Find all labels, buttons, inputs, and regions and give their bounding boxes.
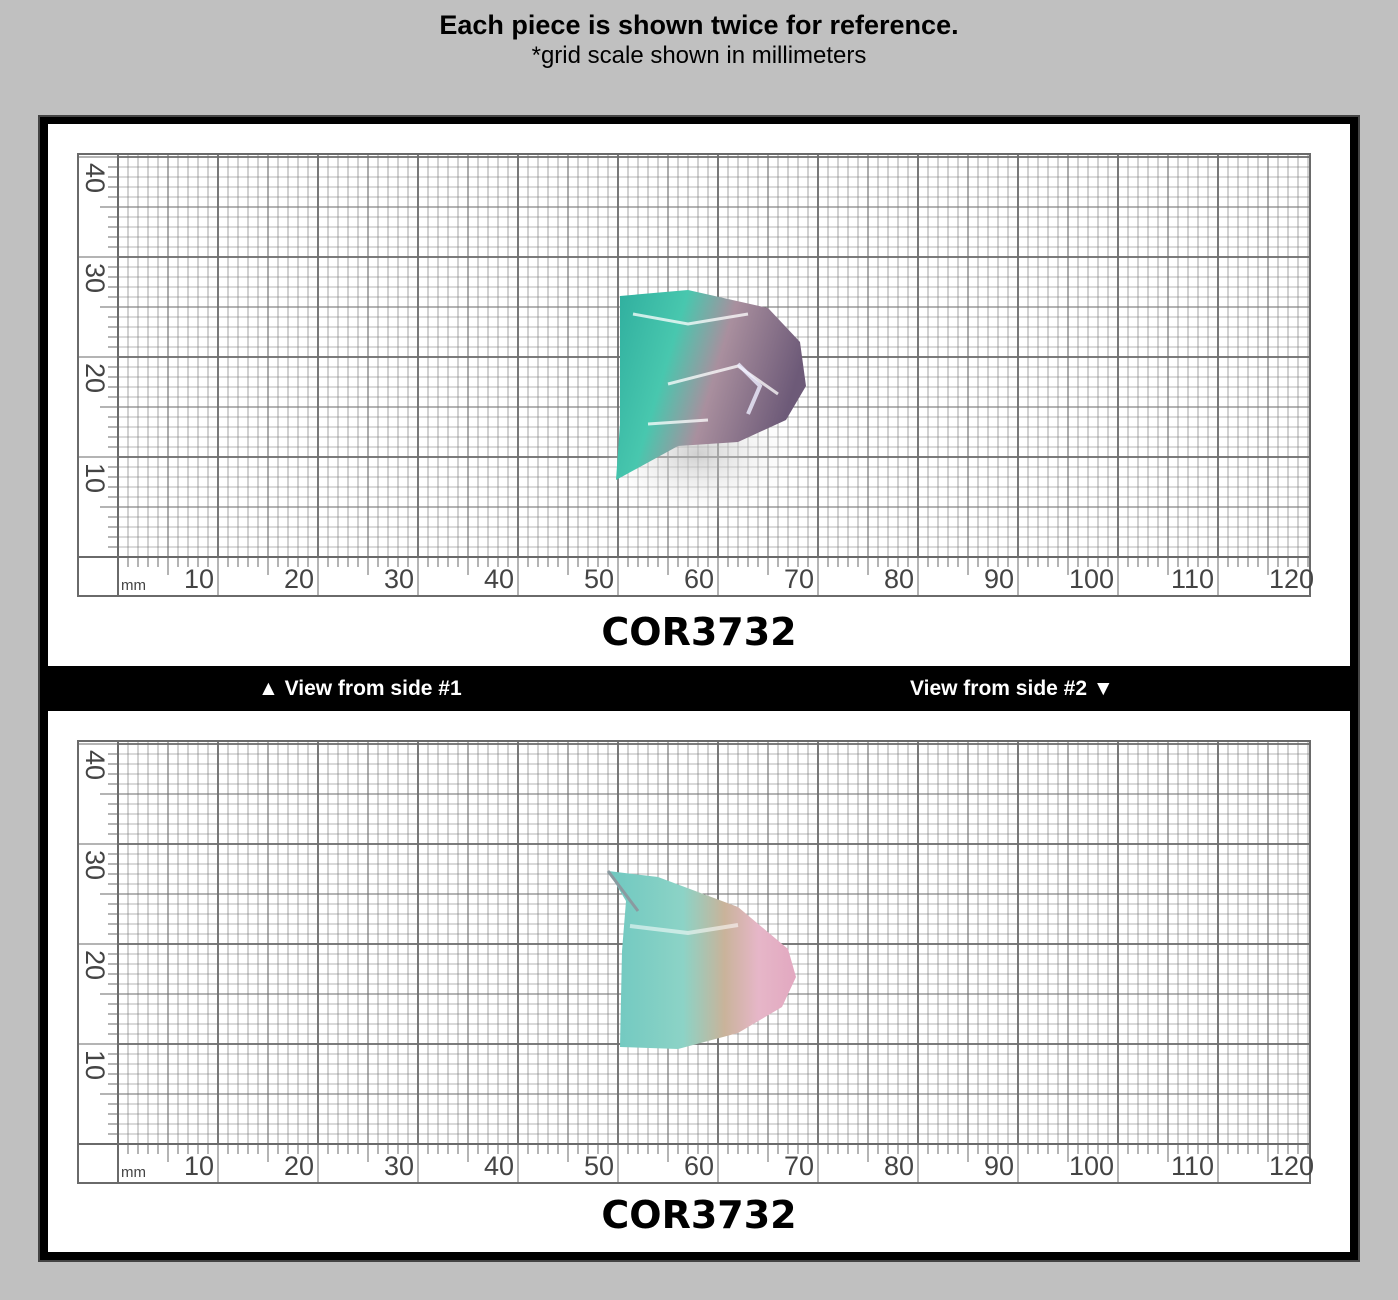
- x-tick-label: 90: [984, 564, 1014, 594]
- x-tick-label: 10: [184, 1151, 214, 1181]
- page-header: Each piece is shown twice for reference.…: [0, 8, 1398, 70]
- unit-label: mm: [121, 1164, 146, 1181]
- x-tick-label: 110: [1171, 564, 1214, 594]
- x-tick-label: 70: [784, 1151, 814, 1181]
- page-subtitle: *grid scale shown in millimeters: [531, 42, 867, 69]
- x-tick-label: 80: [884, 1151, 914, 1181]
- x-tick-label: 90: [984, 1151, 1014, 1181]
- unit-label: mm: [121, 577, 146, 594]
- x-tick-label: 10: [184, 564, 214, 594]
- view-label-side-1: ▲ View from side #1: [258, 677, 462, 700]
- x-tick-label: 40: [484, 564, 514, 594]
- y-tick-label: 10: [80, 1050, 110, 1080]
- sku-label: COR3732: [601, 1193, 797, 1237]
- page-title: Each piece is shown twice for reference.: [439, 10, 959, 40]
- x-tick-label: 100: [1069, 564, 1114, 594]
- x-tick-label: 30: [384, 1151, 414, 1181]
- x-tick-label: 20: [284, 1151, 314, 1181]
- grid-ruler: mm 10 20 30 40 50 60 70 80 90 100 110 120 40 30 20 10: [77, 153, 1314, 597]
- x-tick-label: 80: [884, 564, 914, 594]
- x-tick-label: 20: [284, 564, 314, 594]
- y-tick-label: 30: [80, 263, 110, 293]
- x-tick-label: 50: [584, 1151, 614, 1181]
- x-tick-label: 120: [1269, 1151, 1314, 1181]
- y-tick-label: 20: [80, 363, 110, 393]
- x-tick-label: 30: [384, 564, 414, 594]
- view-label-side-2: View from side #2 ▼: [910, 677, 1114, 700]
- x-tick-label: 100: [1069, 1151, 1114, 1181]
- sku-label: COR3732: [601, 610, 797, 654]
- y-tick-label: 40: [80, 750, 110, 780]
- y-tick-label: 10: [80, 463, 110, 493]
- x-tick-label: 50: [584, 564, 614, 594]
- grid-ruler: mm 10 20 30 40 50 60 70 80 90 100 110 120 40 30 20 10: [77, 740, 1314, 1184]
- y-tick-label: 20: [80, 950, 110, 980]
- y-tick-label: 40: [80, 163, 110, 193]
- photo-panel-side-2: mm 10 20 30 40 50 60 70 80 90 100 110 120 40 30 20 10 CO…: [48, 711, 1350, 1252]
- y-tick-label: 30: [80, 850, 110, 880]
- x-tick-label: 60: [684, 1151, 714, 1181]
- x-tick-label: 40: [484, 1151, 514, 1181]
- x-tick-label: 110: [1171, 1151, 1214, 1181]
- x-tick-label: 70: [784, 564, 814, 594]
- x-tick-label: 120: [1269, 564, 1314, 594]
- x-tick-label: 60: [684, 564, 714, 594]
- photo-panel-side-1: mm 10 20 30 40 50 60 70 80 90 100 110 120 40 30 20 10 CO…: [48, 124, 1350, 666]
